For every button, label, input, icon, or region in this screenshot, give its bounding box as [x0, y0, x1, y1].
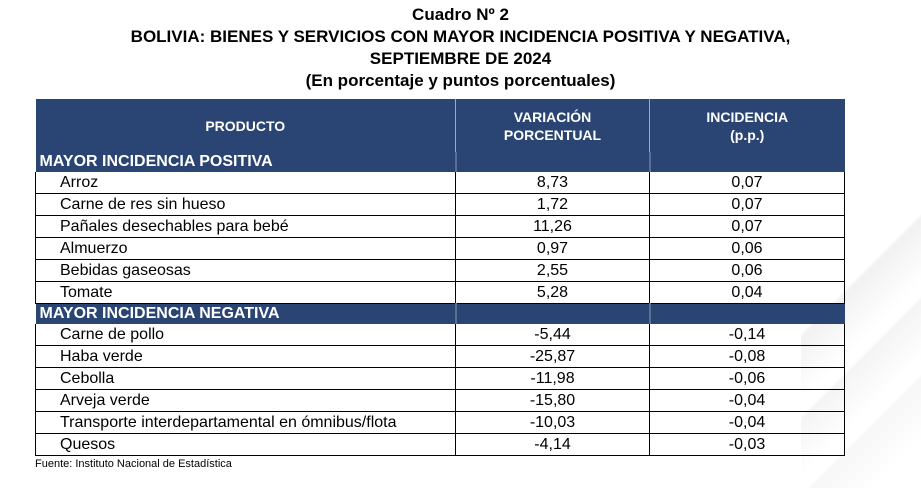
- table-row: Arroz 8,73 0,07: [35, 172, 845, 194]
- product-name: Arroz: [35, 172, 456, 194]
- table-units: (En porcentaje y puntos porcentuales): [305, 71, 616, 90]
- table-title: BOLIVIA: BIENES Y SERVICIOS CON MAYOR IN…: [130, 27, 791, 46]
- section-row-positive: MAYOR INCIDENCIA POSITIVA: [35, 152, 845, 172]
- table-row: Carne de res sin hueso 1,72 0,07: [35, 193, 845, 216]
- table-row: Quesos -4,14 -0,03: [35, 433, 845, 456]
- table-row: Pañales desechables para bebé 11,26 0,07: [35, 215, 845, 238]
- table-title-block: Cuadro Nº 2 BOLIVIA: BIENES Y SERVICIOS …: [0, 4, 921, 92]
- incidence-value: 0,07: [649, 215, 845, 238]
- incidence-value: -0,04: [649, 389, 845, 412]
- section-spacer: [454, 303, 650, 324]
- header-variation: VARIACIÓN PORCENTUAL: [455, 99, 650, 152]
- table-row: Tomate 5,28 0,04: [35, 281, 845, 304]
- variation-value: 2,55: [455, 259, 650, 282]
- section-label: MAYOR INCIDENCIA POSITIVA: [35, 152, 456, 172]
- incidence-value: -0,08: [649, 345, 845, 368]
- product-name: Arveja verde: [35, 389, 456, 412]
- product-name: Transporte interdepartamental en ómnibus…: [35, 411, 456, 434]
- incidence-value: -0,06: [649, 367, 845, 390]
- table-header-row: PRODUCTO VARIACIÓN PORCENTUAL INCIDENCIA(…: [35, 99, 845, 152]
- incidence-value: -0,03: [649, 433, 845, 456]
- variation-value: -4,14: [455, 433, 650, 456]
- incidence-value: 0,06: [649, 237, 845, 260]
- section-spacer: [648, 303, 845, 324]
- variation-value: 8,73: [455, 172, 650, 194]
- section-row-negative: MAYOR INCIDENCIA NEGATIVA: [35, 303, 845, 324]
- variation-value: 5,28: [455, 281, 650, 304]
- source-note: Fuente: Instituto Nacional de Estadístic…: [35, 458, 232, 470]
- variation-value: 0,97: [455, 237, 650, 260]
- table-row: Bebidas gaseosas 2,55 0,06: [35, 259, 845, 282]
- product-name: Quesos: [35, 433, 456, 456]
- incidence-value: 0,07: [649, 193, 845, 216]
- product-name: Almuerzo: [35, 237, 456, 260]
- section-spacer: [454, 152, 650, 172]
- incidence-value: -0,04: [649, 411, 845, 434]
- product-name: Haba verde: [35, 345, 456, 368]
- product-name: Carne de pollo: [35, 324, 456, 346]
- variation-value: -10,03: [455, 411, 650, 434]
- product-name: Pañales desechables para bebé: [35, 215, 456, 238]
- incidence-value: 0,04: [649, 281, 845, 304]
- variation-value: -15,80: [455, 389, 650, 412]
- product-name: Bebidas gaseosas: [35, 259, 456, 282]
- table-body: MAYOR INCIDENCIA POSITIVA Arroz 8,73 0,07 Ca…: [35, 152, 845, 456]
- incidence-value: 0,07: [649, 172, 845, 194]
- table-period: SEPTIEMBRE DE 2024: [369, 49, 552, 68]
- variation-value: 1,72: [455, 193, 650, 216]
- product-name: Carne de res sin hueso: [35, 193, 456, 216]
- variation-value: -5,44: [455, 324, 650, 346]
- table-row: Carne de pollo -5,44 -0,14: [35, 324, 845, 346]
- section-spacer: [648, 152, 845, 172]
- header-product: PRODUCTO: [35, 99, 456, 152]
- table-number: Cuadro Nº 2: [412, 5, 509, 24]
- product-name: Tomate: [35, 281, 456, 304]
- variation-value: -25,87: [455, 345, 650, 368]
- table-row: Arveja verde -15,80 -0,04: [35, 389, 845, 412]
- table-row: Cebolla -11,98 -0,06: [35, 367, 845, 390]
- incidence-table: PRODUCTO VARIACIÓN PORCENTUAL INCIDENCIA(…: [35, 99, 845, 456]
- incidence-value: 0,06: [649, 259, 845, 282]
- product-name: Cebolla: [35, 367, 456, 390]
- section-label: MAYOR INCIDENCIA NEGATIVA: [35, 303, 456, 324]
- table-row: Transporte interdepartamental en ómnibus…: [35, 411, 845, 434]
- incidence-value: -0,14: [649, 324, 845, 346]
- table-row: Almuerzo 0,97 0,06: [35, 237, 845, 260]
- table-row: Haba verde -25,87 -0,08: [35, 345, 845, 368]
- variation-value: -11,98: [455, 367, 650, 390]
- header-incidence: INCIDENCIA (p.p.): [649, 99, 845, 152]
- variation-value: 11,26: [455, 215, 650, 238]
